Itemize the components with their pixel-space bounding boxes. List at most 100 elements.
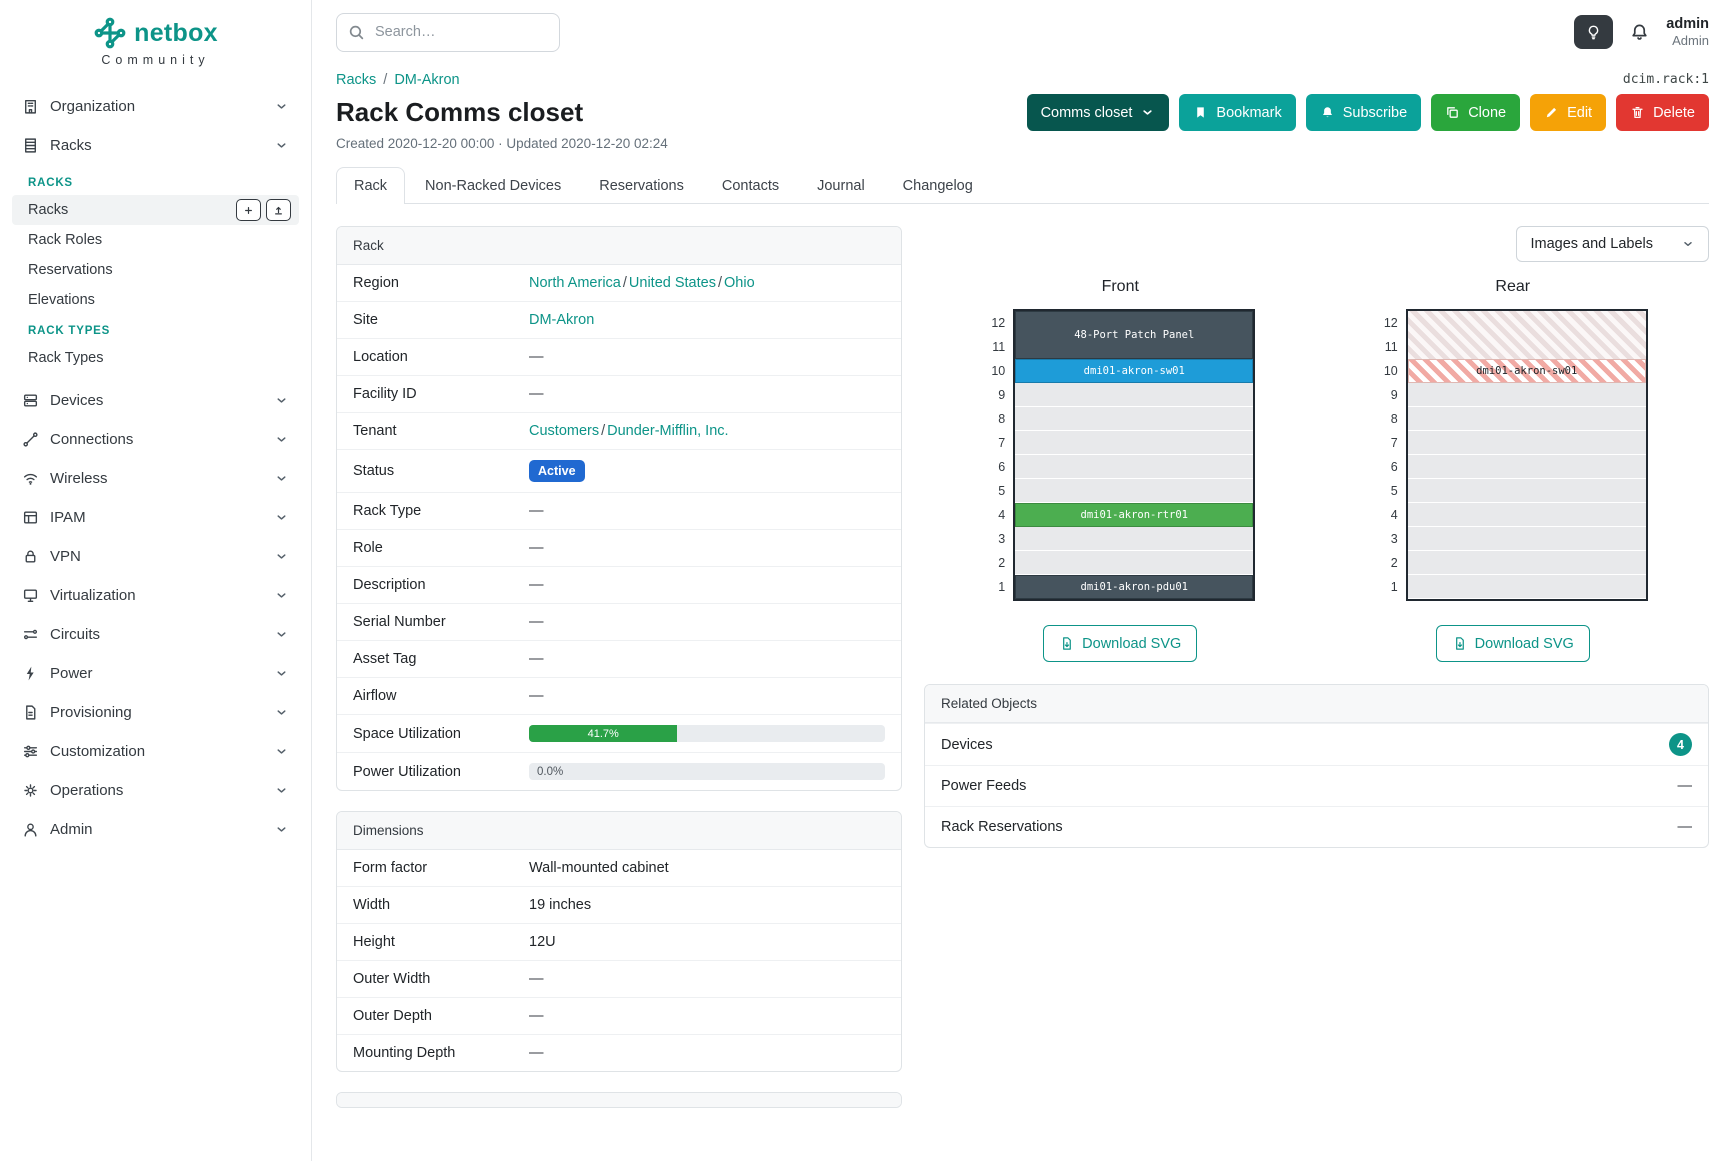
rear-elevation-title: Rear (1495, 278, 1531, 295)
site-link[interactable]: DM-Akron (529, 312, 595, 328)
theme-toggle-button[interactable] (1574, 15, 1614, 49)
tab-contacts[interactable]: Contacts (721, 178, 780, 194)
chevron-down-icon (277, 827, 286, 832)
tab-rack[interactable]: Rack (336, 167, 406, 204)
customization-icon (23, 745, 38, 758)
front-device-dmi01-akron-rtr01[interactable]: dmi01-akron-rtr01 (1015, 503, 1254, 527)
breadcrumb-racks-link[interactable]: Racks (336, 72, 377, 88)
sidebar-item-admin[interactable]: Admin (12, 810, 299, 849)
sidebar-item-circuits[interactable]: Circuits (12, 615, 299, 654)
sidebar-item-provisioning[interactable]: Provisioning (12, 693, 299, 732)
rear-rack-slot-u1[interactable] (1407, 575, 1646, 599)
front-download-svg-button[interactable]: Download SVG (1043, 625, 1198, 662)
tab-journal[interactable]: Journal (817, 178, 865, 194)
rear-rack-slot-u4[interactable] (1407, 503, 1646, 527)
rear-rack-slot-u7[interactable] (1407, 431, 1646, 455)
devices-count-badge: 4 (1669, 733, 1692, 756)
space-utilization-bar: 41.7% (529, 725, 885, 742)
front-device-48-Port Patch Panel[interactable]: 48-Port Patch Panel (1015, 311, 1254, 359)
bookmark-button[interactable]: Bookmark (1179, 94, 1296, 131)
tenant-group-link[interactable]: Customers (529, 423, 600, 439)
clone-button[interactable]: Clone (1431, 94, 1521, 131)
breadcrumb-site-link[interactable]: DM-Akron (394, 72, 460, 88)
front-device-dmi01-akron-pdu01[interactable]: dmi01-akron-pdu01 (1015, 575, 1254, 599)
unit-label-3: 3 (1390, 532, 1398, 546)
rear-rack-slot-u8[interactable] (1407, 407, 1646, 431)
rear-rack-slot-u2[interactable] (1407, 551, 1646, 575)
attr-row-form-factor: Form factor Wall-mounted cabinet (353, 860, 669, 876)
netbox-logo[interactable]: netbox Community (0, 16, 311, 67)
front-rack: 48-Port Patch Panel dmi01-akron-sw01 dmi01… (1013, 309, 1256, 601)
ipam-icon (23, 511, 38, 524)
sidebar-item-reservations[interactable]: Reservations (28, 262, 113, 278)
rack-types-group-label: RACK TYPES (28, 325, 111, 337)
rear-download-svg-button[interactable]: Download SVG (1435, 625, 1590, 662)
chevron-down-icon (277, 710, 286, 715)
attr-row-facility-id: Facility ID — (337, 375, 901, 413)
sidebar-item-devices[interactable]: Devices (12, 381, 299, 420)
rear-rack-slot-u6[interactable] (1407, 455, 1646, 479)
region-link[interactable]: North America (529, 275, 621, 291)
sidebar-item-operations[interactable]: Operations (12, 771, 299, 810)
dimensions-card: Dimensions Form factor Wall-mounted cabi… (336, 811, 902, 1072)
search-input[interactable] (336, 12, 560, 52)
sidebar-item-wireless[interactable]: Wireless (12, 459, 299, 498)
sidebar-item-elevations[interactable]: Elevations (28, 292, 95, 308)
user-menu[interactable]: admin Admin (1666, 15, 1709, 49)
add-rack-button[interactable] (236, 199, 261, 221)
sidebar-item-vpn[interactable]: VPN (12, 537, 299, 576)
chevron-down-icon (277, 143, 286, 148)
sidebar-item-rack-types[interactable]: Rack Types (28, 350, 104, 366)
elevation-view-select[interactable]: Images and Labels (1516, 226, 1709, 262)
rear-rack-slot-u3[interactable] (1407, 527, 1646, 551)
front-rack-slot-u5[interactable] (1015, 479, 1254, 503)
sidebar-item-organization[interactable]: Organization (12, 87, 299, 126)
tenant-link[interactable]: Dunder-Mifflin, Inc. (607, 423, 729, 439)
tab-changelog[interactable]: Changelog (902, 178, 973, 194)
front-rack-slot-u3[interactable] (1015, 527, 1254, 551)
related-rack-reservations-row: Rack Reservations — (925, 806, 1708, 847)
chevron-down-icon (277, 104, 286, 109)
front-rack-slot-u6[interactable] (1015, 455, 1254, 479)
region-link[interactable]: United States (628, 275, 716, 291)
rear-rack-slot-u9[interactable] (1407, 383, 1646, 407)
rack-card-title: Rack (337, 227, 901, 265)
edit-button[interactable]: Edit (1530, 94, 1607, 131)
unit-label-7: 7 (998, 436, 1006, 450)
front-rack-slot-u9[interactable] (1015, 383, 1254, 407)
tab-non-racked-devices[interactable]: Non-Racked Devices (425, 178, 562, 194)
sidebar-item-virtualization[interactable]: Virtualization (12, 576, 299, 615)
attr-row-site: Site DM-Akron (337, 301, 901, 339)
sidebar-item-power[interactable]: Power (12, 654, 299, 693)
subscribe-button[interactable]: Subscribe (1305, 94, 1422, 131)
front-device-dmi01-akron-sw01[interactable]: dmi01-akron-sw01 (1015, 359, 1254, 383)
sidebar-item-racks-list[interactable]: Racks (12, 195, 299, 225)
front-rack-slot-u7[interactable] (1015, 431, 1254, 455)
sidebar-item-connections[interactable]: Connections (12, 420, 299, 459)
rack-card: Rack Region North AmericaUnited StatesOh… (336, 226, 902, 791)
sidebar-item-rack-roles[interactable]: Rack Roles (28, 232, 103, 248)
region-link[interactable]: Ohio (724, 275, 755, 291)
action-buttons: Comms closet Bookmark Subscribe Clone (1026, 94, 1709, 131)
import-racks-button[interactable] (266, 199, 291, 221)
front-rack-slot-u8[interactable] (1015, 407, 1254, 431)
view-dropdown-button[interactable]: Comms closet (1026, 94, 1170, 131)
notifications-button[interactable] (1629, 22, 1650, 43)
sidebar-item-racks[interactable]: Racks (12, 126, 299, 165)
sidebar-item-ipam[interactable]: IPAM (12, 498, 299, 537)
delete-button[interactable]: Delete (1616, 94, 1709, 131)
racks-group-label: RACKS (28, 177, 73, 189)
netbox-logo-icon (94, 17, 126, 49)
sidebar-item-customization[interactable]: Customization (12, 732, 299, 771)
rear-device-dmi01-akron-sw01[interactable]: dmi01-akron-sw01 (1407, 359, 1646, 383)
partial-card (336, 1092, 902, 1108)
connections-icon (23, 432, 38, 447)
front-rack-slot-u2[interactable] (1015, 551, 1254, 575)
related-devices-row[interactable]: Devices 4 (925, 723, 1708, 765)
rear-rack-slot-u5[interactable] (1407, 479, 1646, 503)
attr-row-width: Width 19 inches (337, 886, 901, 924)
tab-reservations[interactable]: Reservations (599, 178, 684, 194)
related-objects-card: Related Objects Devices 4 Power Feeds — … (924, 684, 1709, 848)
related-power-feeds-row: Power Feeds — (925, 765, 1708, 806)
status-badge: Active (529, 460, 585, 482)
